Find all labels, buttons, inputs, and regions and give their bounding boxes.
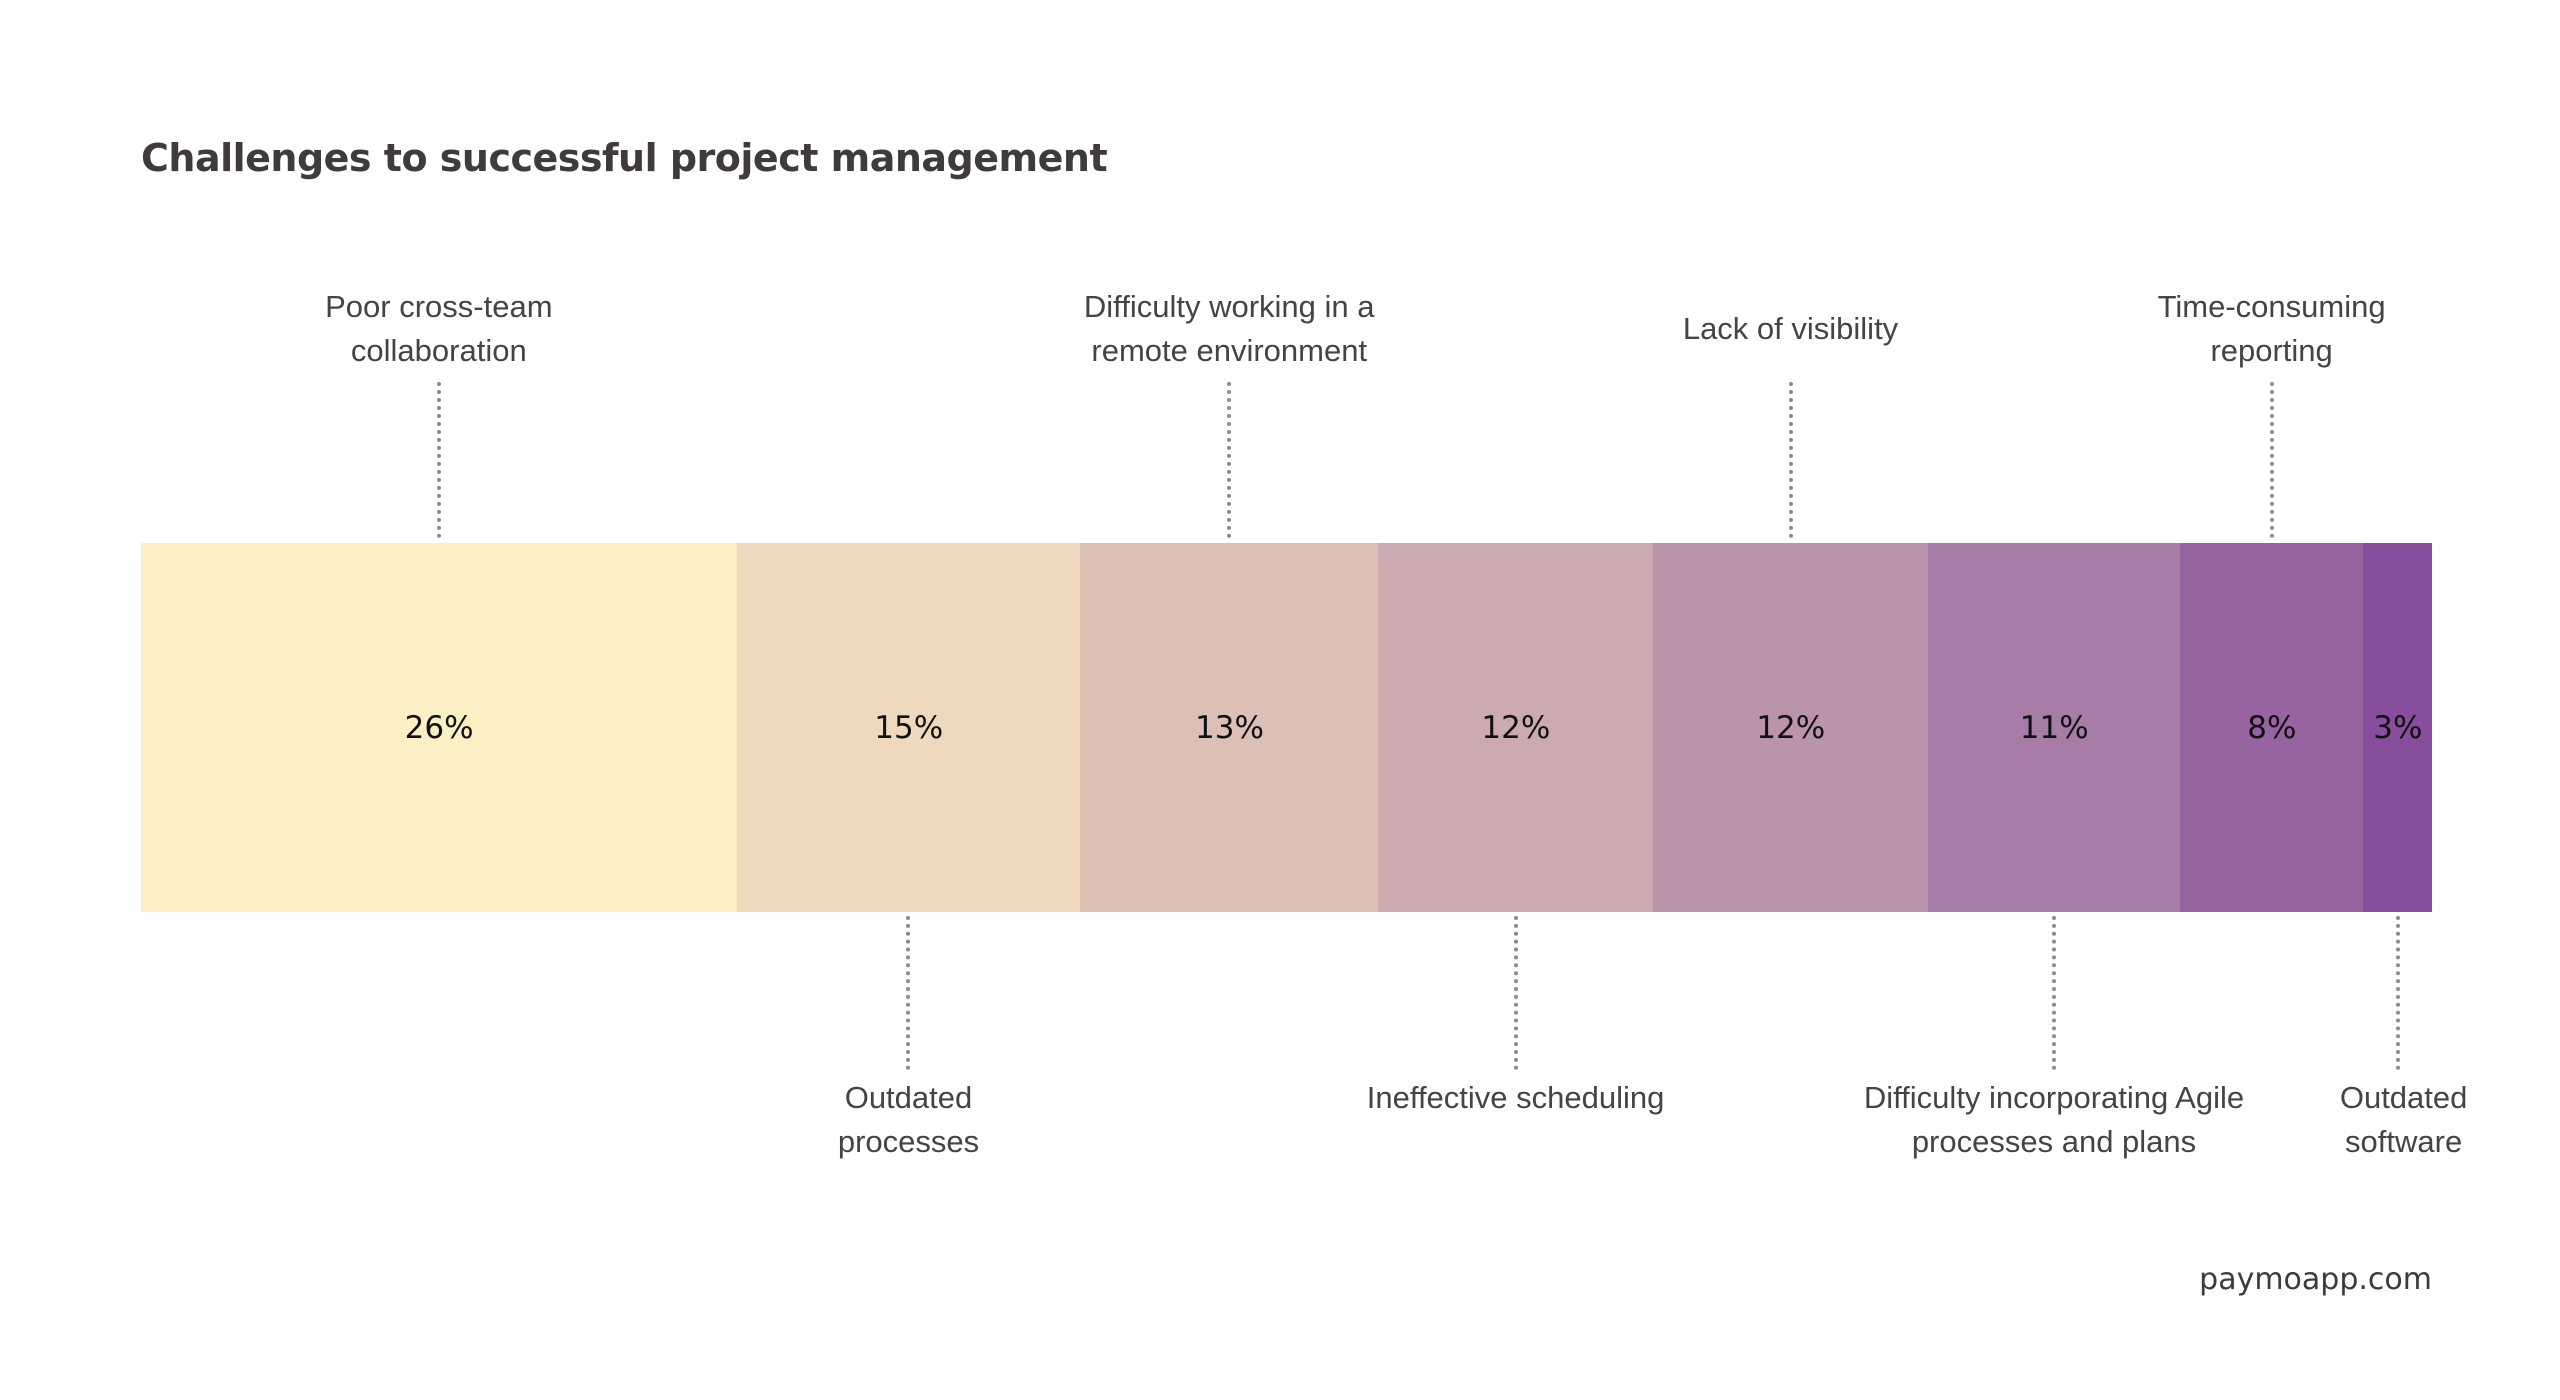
bar-segment: 8%	[2179, 543, 2364, 912]
value-label: 12%	[1481, 709, 1551, 746]
leader-line	[1227, 382, 1232, 538]
leader-line	[2269, 382, 2274, 538]
value-label: 26%	[404, 709, 474, 746]
leader-line	[2395, 916, 2400, 1070]
leader-line	[436, 382, 441, 538]
value-label: 11%	[2019, 709, 2089, 746]
category-label-line: Difficulty incorporating Agile	[1863, 1080, 2245, 1115]
category-label: Outdated software	[2174, 1076, 2560, 1164]
bar-segment: 3%	[2363, 543, 2433, 912]
category-label-line: Difficulty working in a	[1083, 289, 1375, 324]
category-label-line: Outdated	[844, 1080, 973, 1115]
value-label: 15%	[874, 709, 944, 746]
bar-segment: 13%	[1080, 543, 1379, 912]
category-label-line: remote environment	[1091, 333, 1368, 368]
leader-line	[2051, 916, 2056, 1070]
value-label: 3%	[2373, 709, 2423, 746]
category-label-line: processes	[837, 1124, 980, 1159]
bar-segment: 15%	[736, 543, 1081, 912]
value-label: 13%	[1195, 709, 1264, 746]
leader-line	[906, 916, 911, 1070]
category-label: Time-consuming reporting	[2042, 285, 2502, 373]
category-label-line: Lack of visibility	[1682, 311, 1899, 346]
leader-line	[1513, 916, 1518, 1070]
category-label: Outdated processes	[678, 1076, 1138, 1164]
source-credit: paymoapp.com	[2199, 1262, 2432, 1297]
chart-title: Challenges to successful project managem…	[141, 136, 1108, 180]
category-label: Poor cross-team collaboration	[209, 285, 669, 373]
category-label-line: collaboration	[350, 333, 527, 368]
leader-line	[1788, 382, 1793, 538]
bar-segment: 26%	[141, 543, 738, 912]
category-label-line: reporting	[2210, 333, 2333, 368]
value-label: 12%	[1756, 709, 1826, 746]
category-label-line: processes and plans	[1911, 1124, 2197, 1159]
bar-segment: 12%	[1378, 543, 1654, 912]
category-label-line: software	[2345, 1124, 2463, 1159]
category-label-line: Time-consuming	[2157, 289, 2386, 324]
bar-segment: 11%	[1927, 543, 2181, 912]
category-label: Difficulty incorporating Agile processes …	[1824, 1076, 2284, 1164]
category-label-line: Outdated	[2339, 1080, 2468, 1115]
bar-segment: 12%	[1653, 543, 1929, 912]
value-label: 8%	[2247, 709, 2297, 746]
category-label: Lack of visibility	[1561, 307, 2021, 351]
category-label: Difficulty working in a remote environmen…	[999, 285, 1459, 373]
category-label-line: Poor cross-team	[325, 289, 553, 324]
category-label: Ineffective scheduling	[1286, 1076, 1746, 1120]
category-label-line: Ineffective scheduling	[1366, 1080, 1665, 1115]
